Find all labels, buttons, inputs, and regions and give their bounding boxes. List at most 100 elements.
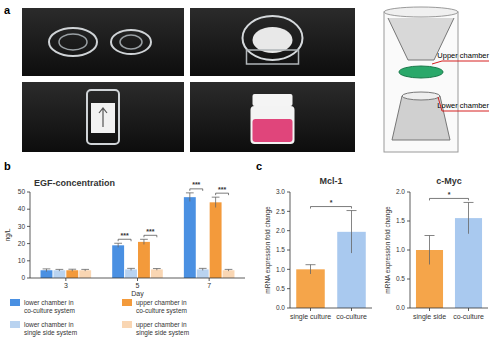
y-tick-label: 1.0 [396,246,405,253]
y-tick-label: 2.0 [396,188,405,195]
legend-line: co-culture system [136,307,187,315]
legend-line: single side system [136,329,189,337]
insert-part [49,28,97,56]
y-tick-label: 0 [21,274,25,281]
diagram-label: Upper chamber [437,51,489,60]
legend-swatch [122,321,132,328]
error-bar [425,236,435,265]
chart-title: EGF-concentration [34,178,115,188]
lower-rim [402,92,440,100]
y-tick [27,278,30,279]
y-tick-label: 40 [18,205,26,212]
tube-top [384,7,458,17]
y-tick [407,221,410,222]
y-tick-label: 0.5 [396,275,405,282]
legend-line: upper chamber in [136,299,188,307]
insert-part [120,35,142,49]
photo [22,8,184,76]
y-tick [407,308,410,309]
chart: c-Myc 0.0 0.5 1.0 1.5 2.0 single side co-cultur… [384,176,488,321]
label-line [432,61,489,64]
x-tick [468,308,469,311]
significance-bracket [118,239,131,241]
legend-line: co-culture system [24,307,75,315]
y-axis-label: mRNA expression fold change [264,206,272,294]
bar [138,242,150,278]
significance-label: *** [218,186,226,193]
significance-label: *** [192,181,200,188]
error-bar [186,193,194,202]
bar [53,270,65,278]
photo [22,82,184,152]
x-axis [410,308,488,309]
y-tick-label: 2.0 [276,227,285,234]
tube [384,12,458,152]
photo [190,8,355,76]
x-tick-label: 3 [64,282,68,289]
significance-bracket [144,235,157,237]
x-tick-label: 5 [136,282,140,289]
error-bar [153,269,161,271]
legend-label: upper chamber in single side system [136,321,189,337]
error-bar [306,265,316,274]
chart-title: c-Myc [436,176,462,186]
photo-background [22,82,184,152]
y-tick-label: 30 [18,223,26,230]
y-tick-label: 0.0 [396,304,405,311]
chart: Mcl-10.00.51.01.52.02.53.0single culture… [264,176,372,321]
significance-label: *** [146,228,154,235]
y-axis-label: ng/L [4,228,12,241]
y-tick-label: 0.0 [276,304,285,311]
jar [251,106,295,144]
bar [125,269,137,278]
cap [253,94,293,106]
photo-background [22,8,184,76]
legend-line: single side system [24,329,77,337]
x-tick-label: co-culture [336,313,367,320]
y-axis-label: mRNA expression fold change [384,206,392,294]
chamber-diagram [384,7,458,152]
legend-swatch [10,299,20,306]
x-tick-label: co-culture [453,313,484,320]
bar [197,269,209,278]
y-tick [407,192,410,193]
x-tick-label: single side [413,313,446,321]
error-bar [225,269,233,271]
bar [79,270,91,278]
diagram-label: Lower chamber [437,101,489,110]
panel-label: b [4,160,11,172]
y-tick [27,192,30,193]
bar [296,269,325,308]
significance-label: * [448,191,451,198]
y-tick-label: 3.0 [276,188,285,195]
panel-label: a [4,4,11,16]
error-bar [114,243,122,247]
y-tick [287,250,290,251]
y-tick-label: 10 [18,257,26,264]
significance-bracket [190,189,203,191]
y-tick-label: 1.5 [396,217,405,224]
x-axis [290,308,372,309]
error-bar [464,202,474,233]
y-tick [287,308,290,309]
y-tick [407,279,410,280]
insert-part [247,50,299,64]
membrane [253,27,293,53]
error-bar [140,239,148,244]
legend-label: lower chamber in single side system [24,321,77,337]
figure: abcUpper chamberLower chamberEGF-concent… [0,0,492,351]
medium [253,119,293,142]
y-axis [30,192,31,278]
y-tick [27,243,30,244]
legend-line: upper chamber in [136,321,188,329]
x-tick [351,308,352,311]
y-tick [27,226,30,227]
insert-part [111,30,151,54]
y-tick [287,269,290,270]
bars [416,202,482,308]
insert-part [87,90,119,144]
legend: lower chamber in co-culture systemlower … [10,299,189,337]
x-tick [137,278,138,281]
x-tick [310,308,311,311]
chart: EGF-concentration01020304050357ng/LDay**… [4,178,245,337]
